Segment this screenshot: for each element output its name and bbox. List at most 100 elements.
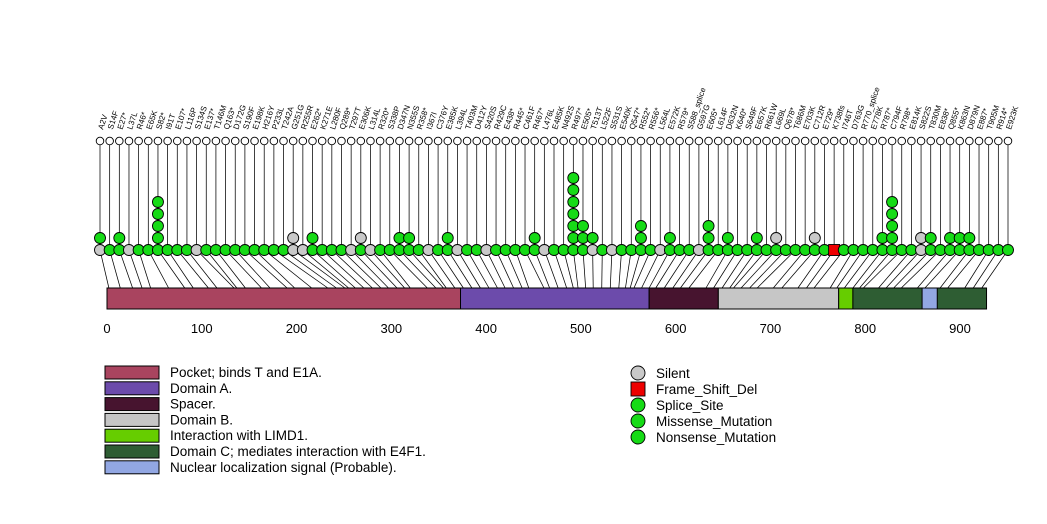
legend-mutation-circle: [630, 429, 646, 445]
lollipop-elbow: [515, 249, 530, 289]
lollipop-elbow: [749, 249, 787, 289]
legend-mutation-label: Nonsense_Mutation: [656, 430, 776, 445]
lollipop-elbow: [254, 249, 295, 289]
lollipop-elbow: [447, 249, 473, 289]
lollipop-elbow: [331, 249, 373, 289]
lollipop-elbow: [466, 249, 490, 289]
lollipop-elbow: [138, 249, 151, 289]
legend-mutation-square: [630, 381, 646, 397]
lollipop-elbow: [729, 249, 758, 289]
label-anchor-circle: [598, 136, 607, 146]
mutation-marker: [586, 232, 599, 244]
label-anchor-circle: [163, 136, 172, 146]
lollipop-elbow: [399, 249, 437, 289]
label-anchor-circle: [742, 136, 752, 146]
lollipop-elbow: [947, 249, 980, 289]
label-anchor-circle: [298, 136, 308, 146]
label-anchor-circle: [569, 136, 578, 146]
domain-segment: [838, 287, 854, 310]
mutation-marker: [1002, 244, 1014, 256]
x-tick-label: 400: [475, 321, 497, 336]
lollipop-elbow: [553, 249, 568, 289]
lollipop-elbow: [283, 249, 337, 289]
label-anchor-circle: [404, 136, 414, 146]
lollipop-elbow: [341, 249, 382, 289]
label-anchor-circle: [144, 136, 153, 146]
lollipop-elbow: [437, 249, 464, 289]
label-anchor-circle: [858, 136, 868, 146]
label-anchor-circle: [395, 136, 404, 146]
lollipop-elbow: [408, 249, 444, 289]
x-tick-label: 600: [665, 321, 687, 336]
label-anchor-circle: [984, 136, 993, 146]
mutation-marker: [702, 220, 715, 232]
lollipop-elbow: [572, 249, 579, 289]
label-anchor-circle: [346, 136, 356, 146]
lollipop-elbow: [379, 249, 411, 289]
label-anchor-circle: [733, 136, 742, 146]
legend-domain-swatch: [104, 444, 160, 459]
lollipop-elbow: [360, 249, 398, 289]
lollipop-elbow: [713, 249, 738, 289]
label-anchor-circle: [559, 136, 568, 146]
label-anchor-circle: [704, 136, 713, 146]
mutation-marker: [963, 232, 976, 244]
mutation-marker: [152, 220, 164, 232]
legend-mutation-label: Missense_Mutation: [656, 414, 772, 429]
mutation-marker: [634, 220, 647, 232]
label-anchor-circle: [1003, 136, 1013, 146]
lollipop-elbow: [900, 249, 941, 289]
lollipop-elbow: [486, 249, 506, 289]
label-anchor-circle: [105, 136, 114, 146]
label-anchor-circle: [308, 136, 317, 146]
mutation-marker: [721, 232, 734, 244]
lollipop-elbow: [99, 249, 110, 289]
mutation-label: E923K: [1004, 104, 1020, 130]
lollipop-elbow: [680, 249, 709, 289]
lollipop-elbow: [389, 249, 428, 289]
lollipop-elbow: [813, 249, 845, 289]
lollipop-elbow: [625, 249, 632, 289]
domain-segment: [460, 287, 650, 310]
label-anchor-circle: [752, 136, 762, 146]
lollipop-elbow: [312, 249, 356, 289]
domain-segment: [852, 287, 988, 310]
mutation-marker: [567, 184, 580, 196]
label-anchor-circle: [443, 136, 452, 146]
label-anchor-circle: [375, 136, 385, 146]
mutation-marker: [306, 232, 319, 244]
lollipop-elbow: [215, 249, 246, 289]
x-tick-label: 500: [570, 321, 592, 336]
label-anchor-circle: [501, 136, 510, 146]
lollipop-elbow: [756, 249, 796, 289]
lollipop-elbow: [273, 249, 329, 289]
label-anchor-circle: [453, 136, 462, 146]
mutation-marker: [528, 232, 541, 244]
label-anchor-circle: [337, 136, 346, 146]
lollipop-elbow: [917, 249, 951, 289]
mutation-marker: [886, 208, 899, 220]
lollipop-elbow: [109, 249, 121, 289]
lollipop-elbow: [859, 249, 893, 289]
label-anchor-circle: [259, 136, 269, 146]
label-anchor-circle: [965, 136, 974, 146]
lollipop-elbow: [505, 249, 523, 289]
label-anchor-circle: [607, 136, 617, 146]
lollipop-elbow: [147, 249, 169, 289]
label-anchor-circle: [694, 136, 704, 146]
label-anchor-circle: [202, 136, 211, 146]
label-anchor-circle: [897, 136, 906, 146]
label-anchor-circle: [665, 136, 675, 146]
label-anchor-circle: [820, 136, 829, 146]
label-anchor-circle: [221, 136, 230, 146]
label-anchor-circle: [839, 136, 849, 146]
legend-domain-label: Domain B.: [170, 412, 233, 427]
label-anchor-circle: [781, 136, 791, 146]
lollipop-elbow: [852, 249, 883, 289]
label-anchor-circle: [684, 136, 694, 146]
label-anchor-circle: [192, 136, 201, 146]
lollipop-elbow: [981, 249, 1009, 289]
mutation-marker: [634, 232, 647, 244]
lollipop-elbow: [672, 249, 700, 289]
